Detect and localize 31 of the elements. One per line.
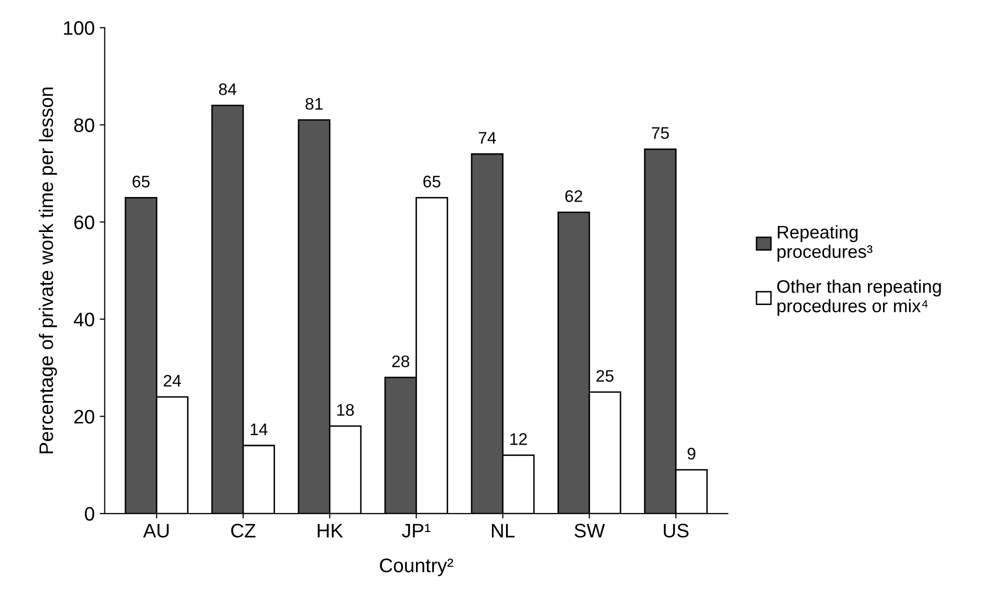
data-label: 62 bbox=[565, 190, 582, 202]
legend-label: Other than repeating procedures or mix⁴ bbox=[777, 280, 941, 316]
data-label: 84 bbox=[219, 83, 236, 96]
data-label: 75 bbox=[652, 127, 669, 139]
data-label: 25 bbox=[596, 370, 614, 382]
x-tick-label: NL bbox=[492, 524, 515, 538]
data-label: 18 bbox=[337, 404, 354, 416]
data-label: 14 bbox=[250, 424, 268, 436]
data-label: 65 bbox=[132, 176, 150, 188]
y-tick-label: 80 bbox=[74, 118, 94, 132]
x-tick-label: JP¹ bbox=[402, 524, 430, 538]
data-label: 74 bbox=[478, 132, 496, 144]
data-label: 12 bbox=[510, 433, 527, 445]
data-label: 24 bbox=[164, 374, 181, 387]
y-tick-label: 60 bbox=[74, 215, 94, 230]
x-tick-label: US bbox=[664, 524, 688, 538]
data-label: 28 bbox=[392, 355, 410, 368]
x-tick-label: AU bbox=[143, 524, 169, 538]
legend-label: Repeating procedures³ bbox=[778, 225, 872, 262]
x-tick-label: HK bbox=[318, 524, 343, 538]
y-tick-label: 0 bbox=[84, 506, 94, 521]
y-tick-label: 100 bbox=[64, 21, 94, 35]
x-tick-label: SW bbox=[574, 524, 605, 538]
y-tick-label: 40 bbox=[74, 312, 94, 326]
y-axis-title: Percentage of private work time per lesson bbox=[38, 88, 57, 454]
data-label: 9 bbox=[688, 448, 696, 460]
data-label: 65 bbox=[423, 176, 440, 188]
data-label: 81 bbox=[306, 98, 323, 110]
x-tick-label: CZ bbox=[231, 524, 256, 538]
x-axis-title: Country² bbox=[380, 558, 454, 576]
y-tick-label: 20 bbox=[74, 410, 94, 424]
